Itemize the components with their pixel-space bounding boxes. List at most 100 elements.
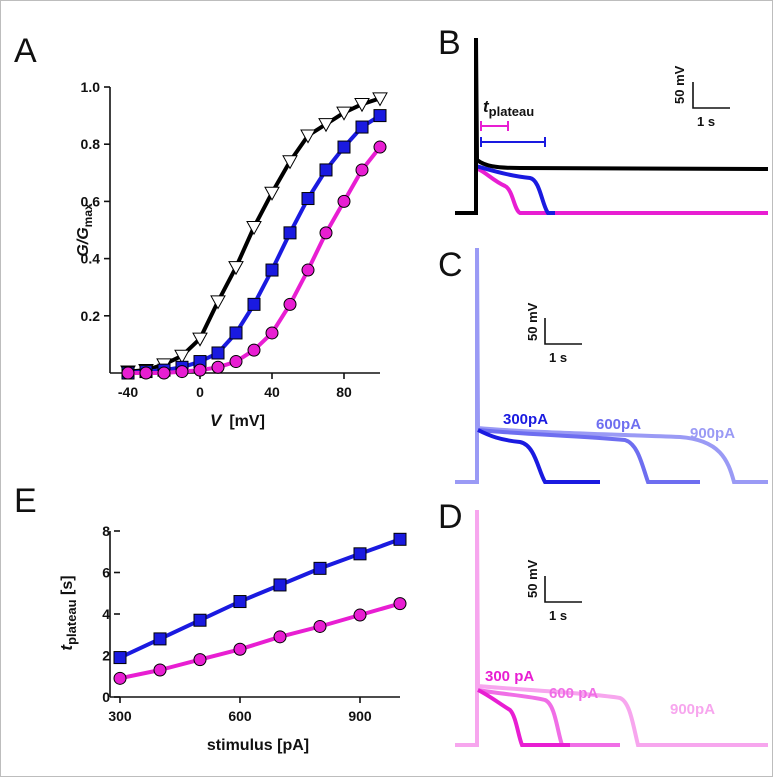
panel-e-data-point (393, 532, 407, 546)
panel-a-data-point (211, 360, 225, 374)
panel-a-series (120, 92, 388, 380)
panel-e-series (113, 532, 407, 685)
panel-a-series-line-2 (128, 145, 382, 375)
panel-a-data-point (301, 192, 315, 206)
panel-d-trace-300pa (477, 688, 570, 747)
panel-b-trace-black (455, 37, 769, 215)
panel-b-tplateau-label: tplateau (483, 97, 534, 119)
panel-a-x-ticks: -40 0 40 80 (118, 373, 352, 400)
panel-a-y-tick-label: 0.8 (81, 136, 101, 152)
panel-e-x-tick-label: 900 (348, 708, 372, 724)
panel-e-data-point (233, 595, 247, 609)
panel-a-data-point (354, 98, 370, 113)
panel-c-trace-600pa (477, 428, 700, 484)
panel-a-data-point (247, 343, 261, 357)
panel-e-y-tick-label: 0 (102, 689, 110, 705)
panel-e-y-title: tplateau [s] (57, 575, 79, 650)
panel-a-x-title-v: V (210, 411, 223, 430)
panel-c-label-600pa: 600pA (596, 416, 641, 433)
panel-a-data-point (210, 295, 226, 310)
panel-a-y-tick-label: 1.0 (81, 79, 101, 95)
panel-e-y-title-sub: plateau (64, 599, 79, 645)
panel-a-y-tick-label: 0.6 (81, 193, 101, 209)
panel-c-scale-t: 1 s (549, 350, 567, 365)
panel-e-data-point (113, 651, 127, 665)
panel-e-y-title-unit: [s] (59, 575, 76, 599)
panel-a-data-point (174, 349, 190, 364)
panel-a-y-title: G/Gmax (75, 203, 95, 257)
panel-a-data-point (265, 263, 279, 277)
panel-a-data-point (229, 355, 243, 369)
panel-b-magenta-bracket (480, 121, 509, 131)
panel-e-data-point (193, 613, 207, 627)
panel-a-data-point (319, 226, 333, 240)
panel-e-data-point (193, 653, 207, 667)
panel-a-letter: A (14, 32, 37, 70)
panel-a-y-title-sub: max (81, 203, 95, 227)
panel-a-data-point (283, 226, 297, 240)
panel-e-series-line-0 (119, 537, 401, 660)
panel-b-trace-magenta (475, 166, 768, 215)
panel-a-y-tick-label: 0.4 (81, 251, 101, 267)
panel-e-data-point (113, 671, 127, 685)
panel-e-series-line-1 (119, 601, 401, 681)
panel-e-data-point (313, 619, 327, 633)
panel-e-y-tick-label: 4 (102, 606, 110, 622)
panel-a-data-point (337, 140, 351, 154)
panel-a-data-point (247, 297, 261, 311)
panel-a-data-point (264, 186, 280, 201)
panel-d-scale-t: 1 s (549, 608, 567, 623)
panel-c: C 50 mV 1 s 300pA 600pA 900pA (438, 246, 768, 484)
panel-b-scale-bar (692, 82, 730, 109)
panel-b-blue-bracket (480, 137, 546, 147)
panel-d-scale-v: 50 mV (525, 559, 540, 598)
panel-e-data-point (273, 578, 287, 592)
panel-e-y-tick-label: 2 (102, 648, 110, 664)
panel-a-data-point (246, 221, 262, 236)
panel-b-trace-blue (475, 164, 555, 215)
panel-e-data-point (273, 630, 287, 644)
panel-a-x-title-unit: [mV] (229, 413, 265, 430)
panel-a-data-point (139, 366, 153, 380)
panel-c-label-900pa: 900pA (690, 425, 735, 442)
panel-e-data-point (353, 547, 367, 561)
panel-d-label-900pa: 900pA (670, 701, 715, 718)
panel-a-data-point (301, 263, 315, 277)
panel-a-y-title-main: G/G (75, 227, 92, 256)
panel-e: E 0 2 4 6 8 300 600 900 tplateau [s] stimulus … (14, 482, 407, 754)
panel-c-scale-bar (544, 318, 582, 345)
panel-a-data-point (300, 129, 316, 144)
panel-b-tplateau-sub: plateau (489, 104, 535, 119)
panel-e-y-title-t: t (57, 644, 76, 651)
panel-a-data-point (373, 140, 387, 154)
panel-a-x-tick-label: -40 (118, 384, 138, 400)
panel-e-x-tick-label: 300 (108, 708, 132, 724)
panel-a-x-tick-label: 80 (336, 384, 352, 400)
panel-a-x-tick-label: 0 (196, 384, 204, 400)
panel-a-data-point (319, 163, 333, 177)
panel-a-data-point (228, 261, 244, 276)
panel-c-trace-900pa (455, 247, 768, 484)
panel-e-data-point (393, 597, 407, 611)
panel-a-data-point (337, 194, 351, 208)
panel-d-label-600pa: 600 pA (549, 685, 598, 702)
panel-a-x-tick-label: 40 (264, 384, 280, 400)
panel-a-data-point (211, 346, 225, 360)
panel-a-y-ticks: 0.2 0.4 0.6 0.8 1.0 (81, 79, 110, 324)
panel-c-scale-v: 50 mV (525, 302, 540, 341)
panel-b-scale-t: 1 s (697, 114, 715, 129)
panel-d-trace-900pa (455, 509, 768, 747)
panel-e-data-point (313, 561, 327, 575)
panel-d-letter: D (438, 498, 463, 536)
panel-a-data-point (355, 120, 369, 134)
panel-e-x-title: stimulus [pA] (207, 737, 309, 754)
panel-e-data-point (153, 632, 167, 646)
panel-d-trace-600pa (477, 688, 620, 747)
panel-e-x-tick-label: 600 (228, 708, 252, 724)
panel-e-data-point (233, 642, 247, 656)
panel-d: D 50 mV 1 s 300 pA 600 pA 900pA (438, 498, 768, 747)
panel-e-letter: E (14, 482, 37, 520)
panel-a-data-point (265, 326, 279, 340)
